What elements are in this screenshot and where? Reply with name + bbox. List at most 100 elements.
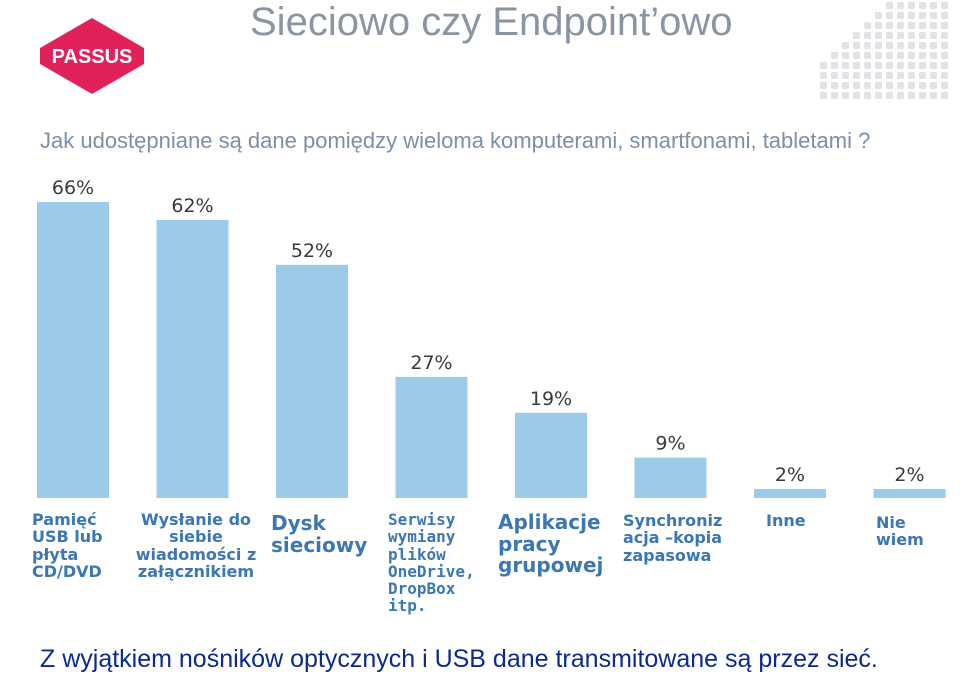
decorative-dot [897,82,904,89]
category-label-line: plików [388,544,446,564]
category-label-6: Synchroniz acja –kopia zapasowa [623,512,722,564]
decorative-dot [875,52,882,59]
decorative-dot [886,52,893,59]
decorative-dot [930,22,937,29]
decorative-dot [930,72,937,79]
decorative-dot [842,52,849,59]
decorative-dot [897,32,904,39]
data-label-4: 27% [410,352,452,374]
category-label-line: Inne [766,511,806,530]
decorative-dot [919,32,926,39]
bar-1 [37,202,109,498]
category-label-2: Wysłanie do siebie wiadomości z załącznikie… [126,511,266,580]
decorative-dot [919,62,926,69]
decorative-dot [930,92,937,99]
category-label-line: USB lub [32,527,103,547]
decorative-dot [875,32,882,39]
decorative-dot [941,92,948,99]
decorative-dot [886,82,893,89]
page-title: Sieciowo czy Endpoint’owo [250,0,733,44]
category-label-1: Pamięć USB lub płyta CD/DVD [32,511,103,580]
decorative-dot [853,42,860,49]
decorative-dot [908,12,915,19]
question-text: Jak udostępniane są dane pomiędzy wielom… [40,128,871,153]
decorative-dot [908,52,915,59]
decorative-dot [831,62,838,69]
category-label-5: Aplikacje pracy grupowej [498,511,603,577]
decorative-dot [842,72,849,79]
category-label-line: Synchroniz [623,511,723,530]
decorative-dot [941,22,948,29]
bar-7 [754,489,826,498]
decorative-dot [930,52,937,59]
decorative-dot [919,2,926,9]
decorative-dot [897,42,904,49]
decorative-dot [842,92,849,99]
decorative-dot [919,22,926,29]
decorative-dot [875,42,882,49]
decorative-dot [875,22,882,29]
decorative-dot [820,82,827,89]
decorative-dot [875,62,882,69]
category-label-4: Serwisy wymiany plików OneDrive, DropBox itp. [388,511,475,615]
decorative-dot [853,82,860,89]
category-label-line: siebie [169,527,223,547]
category-label-line: sieciowy [271,532,368,557]
bar-chart: 66% 62% 52% 27% 19% 9% 2% 2% [37,177,946,498]
decorative-dot [930,82,937,89]
decorative-dot [886,72,893,79]
data-label-7: 2% [775,464,805,486]
category-label-line: itp. [388,596,427,616]
decorative-dot [908,92,915,99]
decorative-dot [864,42,871,49]
decorative-dot [842,42,849,49]
decorative-dot [886,12,893,19]
decorative-dot [941,82,948,89]
decorative-dot [831,72,838,79]
decorative-dot [919,92,926,99]
decorative-dot [897,62,904,69]
logo-text: PASSUS [52,46,133,68]
category-label-line: wiadomości z [135,544,257,564]
decorative-dot [864,72,871,79]
decorative-dot [886,2,893,9]
bar-3 [276,264,348,498]
data-label-6: 9% [655,433,685,455]
decorative-dot [897,2,904,9]
category-label-line: Wysłanie do [140,510,252,529]
decorative-dot [864,92,871,99]
decorative-dot [853,52,860,59]
decorative-dot [853,62,860,69]
decorative-dot [897,12,904,19]
passus-logo: PASSUS [40,18,144,99]
category-label-line: Serwisy [388,510,456,529]
decorative-dot [919,52,926,59]
category-label-line: OneDrive, [388,561,475,581]
decorative-dot [886,42,893,49]
category-label-line: wiem [876,530,924,550]
decorative-dot [941,62,948,69]
category-label-7: Inne [766,511,806,530]
footer-note: Z wyjątkiem nośników optycznych i USB da… [40,645,878,673]
decorative-dot [930,32,937,39]
category-label-line: pracy [498,531,561,556]
decorative-dot [864,82,871,89]
decorative-dot [842,62,849,69]
category-label-line: CD/DVD [32,561,102,581]
decorative-dot [919,82,926,89]
decorative-dot [886,22,893,29]
decorative-dot [941,12,948,19]
decorative-dot-pattern [818,0,960,115]
decorative-dot [941,72,948,79]
decorative-dot [930,62,937,69]
decorative-dot [864,32,871,39]
decorative-dot [941,32,948,39]
decorative-dot [875,92,882,99]
decorative-dot [897,92,904,99]
category-label-line: wymiany [388,527,456,547]
bar-4 [395,376,468,498]
decorative-dot [886,32,893,39]
decorative-dot [897,72,904,79]
decorative-dot [886,92,893,99]
data-label-3: 52% [291,240,333,262]
